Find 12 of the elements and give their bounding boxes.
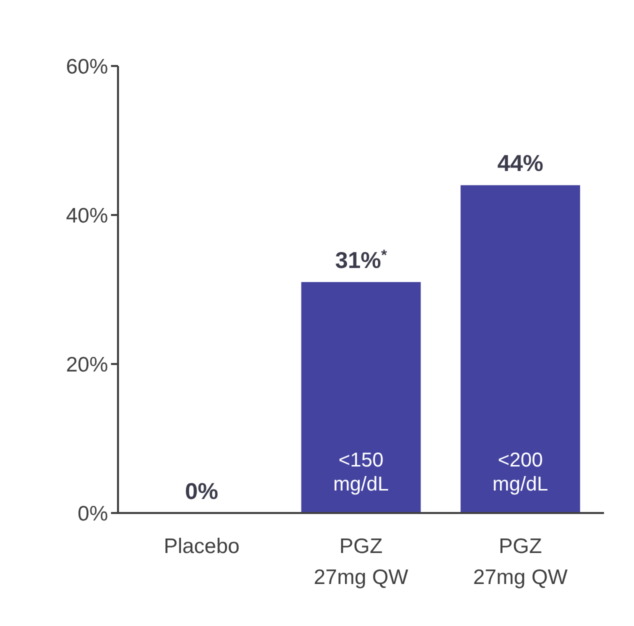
- y-tick-label: 60%: [66, 55, 108, 78]
- data-label: 44%: [497, 150, 544, 176]
- y-tick-label: 0%: [78, 502, 108, 526]
- annotation: <200 mg/dL: [492, 450, 548, 496]
- x-tick-label: PGZ 27mg QW: [314, 535, 408, 589]
- data-label: 31%$^{*}$: [335, 246, 388, 274]
- y-tick-label: 40%: [66, 204, 108, 228]
- y-tick-label: 20%: [66, 353, 108, 376]
- x-tick-label: Placebo: [164, 535, 240, 558]
- x-tick-label: PGZ 27mg QW: [473, 535, 568, 589]
- annotation: <150 mg/dL: [333, 450, 389, 496]
- data-label: 0%: [185, 478, 218, 504]
